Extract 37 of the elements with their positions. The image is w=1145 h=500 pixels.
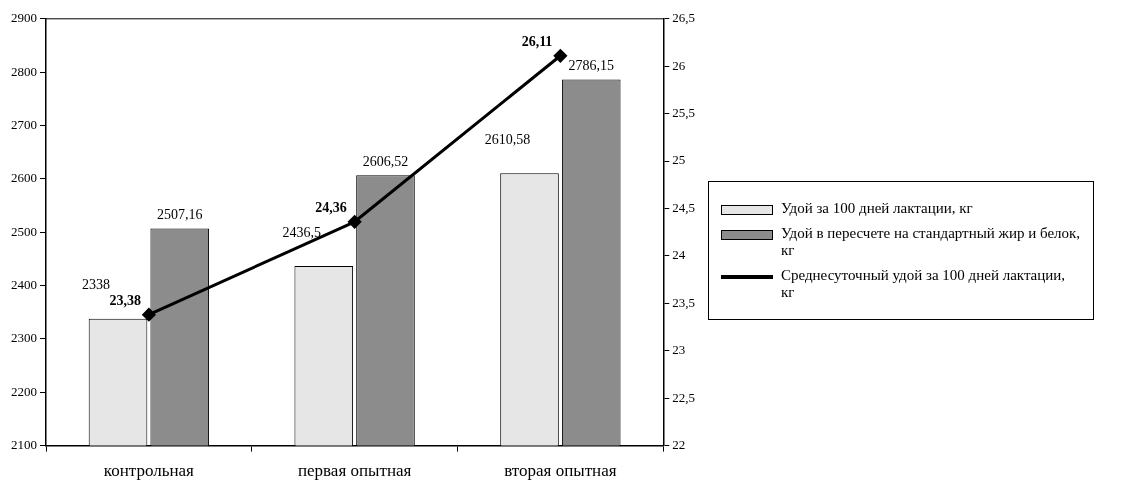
point [142,308,156,322]
y-tick-label: 2900 [11,10,37,26]
data-label: 2606,52 [362,154,409,170]
y2-tick-label: 22 [672,437,686,453]
y2-tick-label: 25 [672,152,686,168]
y2-tick-label: 24,5 [672,199,695,215]
data-label: 26,11 [521,34,553,50]
x-tick-label: первая опытная [297,461,412,481]
data-label: 2610,58 [484,131,531,147]
y-tick-label: 2600 [11,170,37,186]
y-tick-label: 2700 [11,116,37,132]
y2-tick-label: 26,5 [672,10,695,26]
x-tick-label: вторая опытная [504,461,617,481]
y-tick-label: 2200 [11,383,37,399]
data-label: 24,36 [315,200,347,216]
y-tick-label: 2100 [11,437,37,453]
y2-tick-label: 26 [672,57,686,73]
legend-label: Среднесуточный удой за 100 дней лактации, кг [781,266,1067,301]
data-label: 2507,16 [156,207,203,223]
x-tick-label: контрольная [103,461,195,481]
y-tick-label: 2400 [11,276,37,292]
y2-tick-label: 23 [672,342,686,358]
data-label: 2436,5 [282,224,322,240]
y2-tick-label: 23,5 [672,294,695,310]
data-label: 2786,15 [568,58,614,74]
point [348,215,362,229]
legend-label: Удой в пересчете на стандартный жир и белок, кг [781,224,1081,259]
data-label: 2338 [82,277,111,293]
y-tick-label: 2500 [11,223,37,239]
point [553,49,567,63]
y2-tick-label: 25,5 [672,105,695,121]
y2-tick-label: 24 [672,247,686,263]
y-tick-label: 2300 [11,330,37,346]
y-tick-label: 2800 [11,63,37,79]
y2-tick-label: 22,5 [672,389,695,405]
legend-label: Удой за 100 дней лактации, кг [781,199,973,217]
data-label: 23,38 [109,293,141,309]
